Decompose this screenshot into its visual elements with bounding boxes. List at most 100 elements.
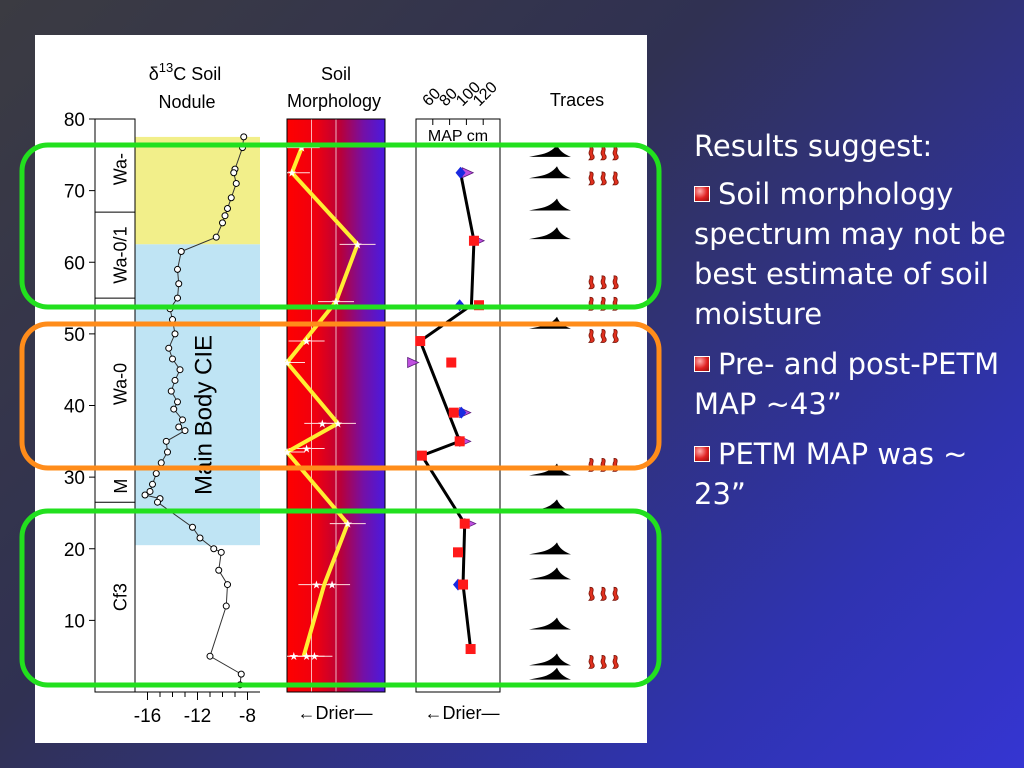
morph-point: ★ (331, 296, 341, 309)
d13c-point (232, 179, 240, 187)
y-tick-label: 20 (64, 540, 85, 561)
d13c-point (206, 652, 214, 660)
d13c-point (162, 437, 170, 445)
bullet-square-icon (694, 446, 710, 462)
morph-point: ★ (310, 650, 320, 663)
burrow-trace-icon (529, 144, 571, 157)
zone-label: Wa-0/1 (111, 226, 131, 283)
d13c-point (171, 376, 179, 384)
morph-point: ★ (333, 417, 343, 430)
zone-label: Wa-0 (111, 363, 131, 405)
bullet-item-1: Soil morphology spectrum may not be best… (694, 174, 1014, 334)
morph-point: ★ (327, 579, 337, 592)
d13c-point (189, 523, 196, 531)
d13c-point (167, 387, 175, 395)
d13c-point (236, 681, 244, 689)
y-tick-label: 80 (64, 110, 85, 131)
d13c-title-text: C Soil (173, 64, 221, 84)
map-square-point (465, 644, 476, 655)
d13c-point (174, 398, 181, 406)
d13c-point (146, 487, 154, 495)
d13c-point (237, 670, 245, 678)
y-tick-label: 60 (64, 253, 85, 274)
worm-trace-icon (612, 171, 619, 186)
bullet-square-icon (694, 356, 710, 372)
d13c-point (177, 248, 185, 256)
burrow-trace-icon (529, 653, 571, 666)
bullet-item-3: PETM MAP was ~ 23” (694, 434, 1014, 514)
d13c-title: δ13C Soil (149, 60, 222, 84)
worm-trace-icon (588, 654, 595, 669)
d13c-point (169, 316, 176, 324)
d13c-point (215, 566, 223, 574)
y-tick-label: 30 (64, 468, 85, 489)
morph-point: ★ (353, 238, 363, 251)
map-footer: ←Drier— (425, 703, 500, 723)
morph-footer: ←Drier— (298, 703, 373, 723)
map-square-point (415, 336, 426, 347)
morph-point: ★ (302, 442, 312, 455)
d13c-point (152, 470, 160, 478)
morph-point: ★ (282, 357, 292, 370)
slide-text: Results suggest: Soil morphology spectru… (694, 126, 1014, 524)
d13c-point (149, 480, 156, 488)
d13c-point (164, 448, 171, 456)
zone-label: Cf3 (111, 583, 131, 611)
d13c-point (174, 265, 181, 273)
worm-trace-icon (612, 586, 619, 601)
d13c-point (224, 581, 231, 589)
morph-point: ★ (311, 579, 321, 592)
worm-trace-icon (612, 654, 619, 669)
d13c-title-line2: Nodule (158, 92, 215, 112)
d13c-title-superscript: 13 (159, 60, 173, 75)
map-square-point (458, 579, 469, 590)
d13c-point (239, 144, 246, 152)
band-label: Main Body CIE (190, 335, 217, 495)
burrow-trace-icon (529, 316, 571, 329)
d13c-point (179, 416, 186, 424)
morph-point: ★ (289, 650, 299, 663)
morph-point: ★ (297, 142, 307, 155)
stratigraphic-chart: 10 20 30 40 50 60 70 80 Cf3 M Wa-0 Wa-0/1 Wa- Main Bo… (64, 60, 619, 727)
bullet-item-2: Pre- and post-PETM MAP ~43” (694, 344, 1014, 424)
burrow-trace-icon (529, 198, 571, 211)
bullet-text-3: PETM MAP was ~ 23” (694, 437, 968, 511)
d13c-tick-label: -16 (134, 706, 161, 727)
worm-trace-icon (588, 329, 595, 343)
worm-trace-icon (600, 329, 607, 343)
morph-title-line2: Morphology (287, 91, 381, 111)
worm-trace-icon (612, 146, 619, 161)
d13c-point (240, 133, 248, 141)
y-tick-label: 50 (64, 325, 85, 346)
figure-panel: 10 20 30 40 50 60 70 80 Cf3 M Wa-0 Wa-0/1 Wa- Main Bo… (35, 35, 647, 743)
morph-point: ★ (282, 446, 292, 459)
d13c-point (141, 491, 149, 499)
burrow-trace-icon (529, 542, 571, 555)
morph-title-line1: Soil (321, 64, 351, 84)
burrow-trace-icon (529, 567, 571, 580)
map-square-point (446, 357, 457, 368)
y-tick-label: 10 (64, 611, 85, 632)
d13c-point (224, 205, 231, 213)
d13c-point (221, 212, 229, 220)
burrow-trace-icon (529, 667, 571, 680)
worm-trace-icon (612, 296, 619, 311)
d13c-point (174, 294, 181, 302)
burrow-trace-icon (529, 227, 571, 240)
worm-trace-icon (588, 171, 595, 186)
d13c-point (154, 498, 161, 506)
map-square-point (416, 450, 427, 461)
worm-trace-icon (600, 296, 607, 311)
d13c-point (165, 344, 173, 352)
bullet-square-icon (694, 186, 710, 202)
zone-label: M (111, 479, 131, 494)
worm-trace-icon (588, 275, 595, 290)
burrow-trace-icon (529, 166, 571, 179)
morph-point: ★ (317, 417, 327, 430)
d13c-point (212, 233, 220, 241)
d13c-point (181, 427, 189, 435)
morph-point: ★ (287, 167, 297, 180)
bullet-text-1: Soil morphology spectrum may not be best… (694, 177, 1006, 331)
d13c-point (230, 169, 238, 177)
worm-trace-icon (588, 146, 595, 161)
